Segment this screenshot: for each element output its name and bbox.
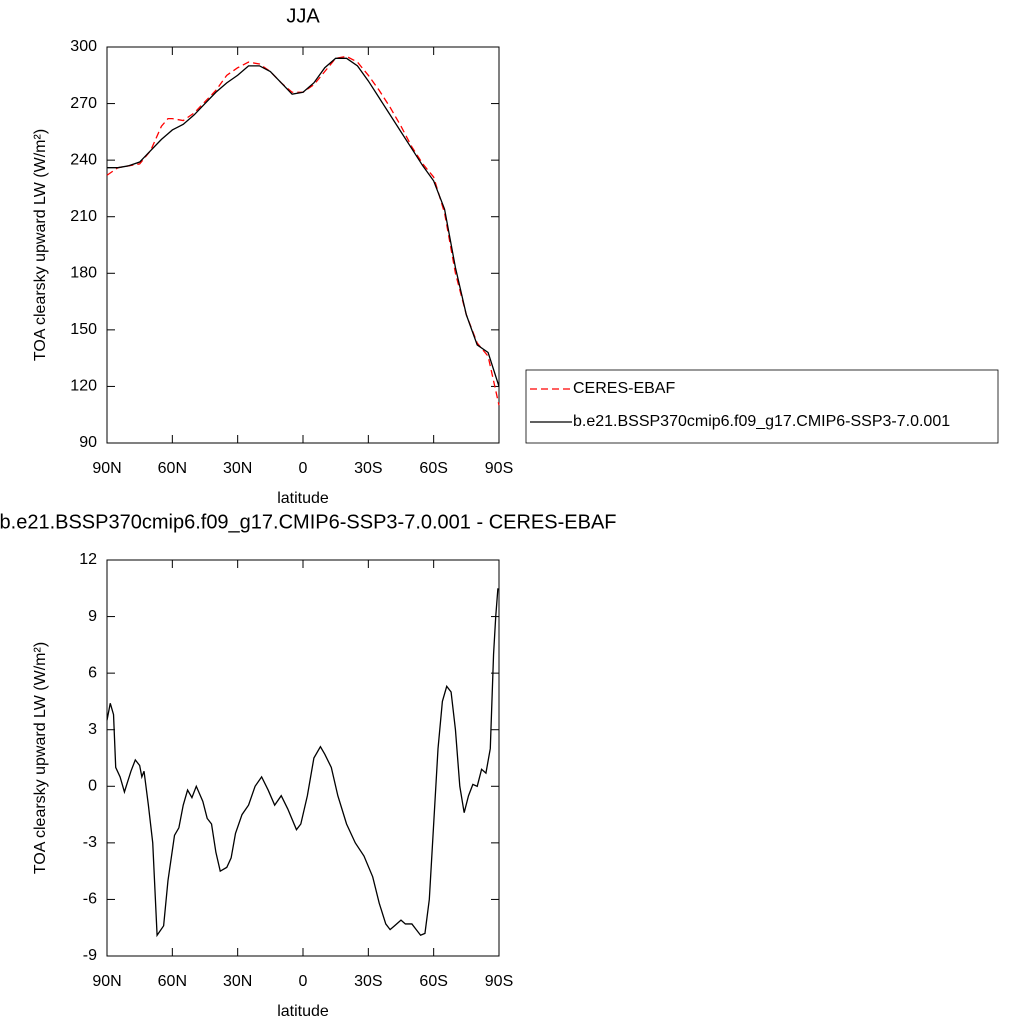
y-tick-label: 300 bbox=[70, 38, 97, 55]
y-tick-label: -9 bbox=[83, 947, 97, 964]
x-axis-label: latitude bbox=[277, 1003, 329, 1020]
y-axis-label: TOA clearsky upward LW (W/m²) bbox=[32, 642, 49, 874]
legend-label: b.e21.BSSP370cmip6.f09_g17.CMIP6-SSP3-7.… bbox=[573, 413, 950, 430]
x-tick-label: 90N bbox=[92, 973, 121, 990]
y-tick-label: 210 bbox=[70, 208, 97, 225]
x-tick-label: 30S bbox=[354, 460, 382, 477]
x-tick-label: 60S bbox=[419, 973, 447, 990]
y-tick-label: 6 bbox=[88, 664, 97, 681]
data-line bbox=[106, 588, 499, 938]
y-tick-label: 0 bbox=[88, 778, 97, 795]
x-tick-label: 30S bbox=[354, 973, 382, 990]
x-tick-label: 0 bbox=[299, 460, 308, 477]
x-tick-label: 0 bbox=[299, 973, 308, 990]
plot-frame bbox=[106, 46, 500, 444]
chart-title: b.e21.BSSP370cmip6.f09_g17.CMIP6-SSP3-7.… bbox=[0, 511, 616, 533]
x-tick-label: 90S bbox=[485, 973, 513, 990]
y-tick-label: 120 bbox=[70, 378, 97, 395]
legend-label: CERES-EBAF bbox=[573, 380, 675, 397]
y-tick-label: 150 bbox=[70, 321, 97, 338]
chart-title: JJA bbox=[286, 5, 320, 27]
y-tick-label: 240 bbox=[70, 151, 97, 168]
y-tick-label: 3 bbox=[88, 721, 97, 738]
y-tick-label: 90 bbox=[79, 434, 97, 451]
x-tick-label: 60S bbox=[419, 460, 447, 477]
x-tick-label: 60N bbox=[158, 460, 187, 477]
legend-box bbox=[525, 369, 999, 444]
x-tick-label: 90N bbox=[92, 460, 121, 477]
y-tick-label: 270 bbox=[70, 95, 97, 112]
x-tick-label: 90S bbox=[485, 460, 513, 477]
y-tick-label: -3 bbox=[83, 834, 97, 851]
x-tick-label: 30N bbox=[223, 973, 252, 990]
data-line bbox=[106, 55, 500, 406]
x-axis-label: latitude bbox=[277, 490, 329, 507]
y-tick-label: 180 bbox=[70, 265, 97, 282]
y-tick-label: -6 bbox=[83, 891, 97, 908]
data-line bbox=[107, 57, 500, 387]
y-axis-label: TOA clearsky upward LW (W/m²) bbox=[32, 129, 49, 361]
y-tick-label: 9 bbox=[88, 608, 97, 625]
x-tick-label: 30N bbox=[223, 460, 252, 477]
x-tick-label: 60N bbox=[158, 973, 187, 990]
y-tick-label: 12 bbox=[79, 551, 97, 568]
